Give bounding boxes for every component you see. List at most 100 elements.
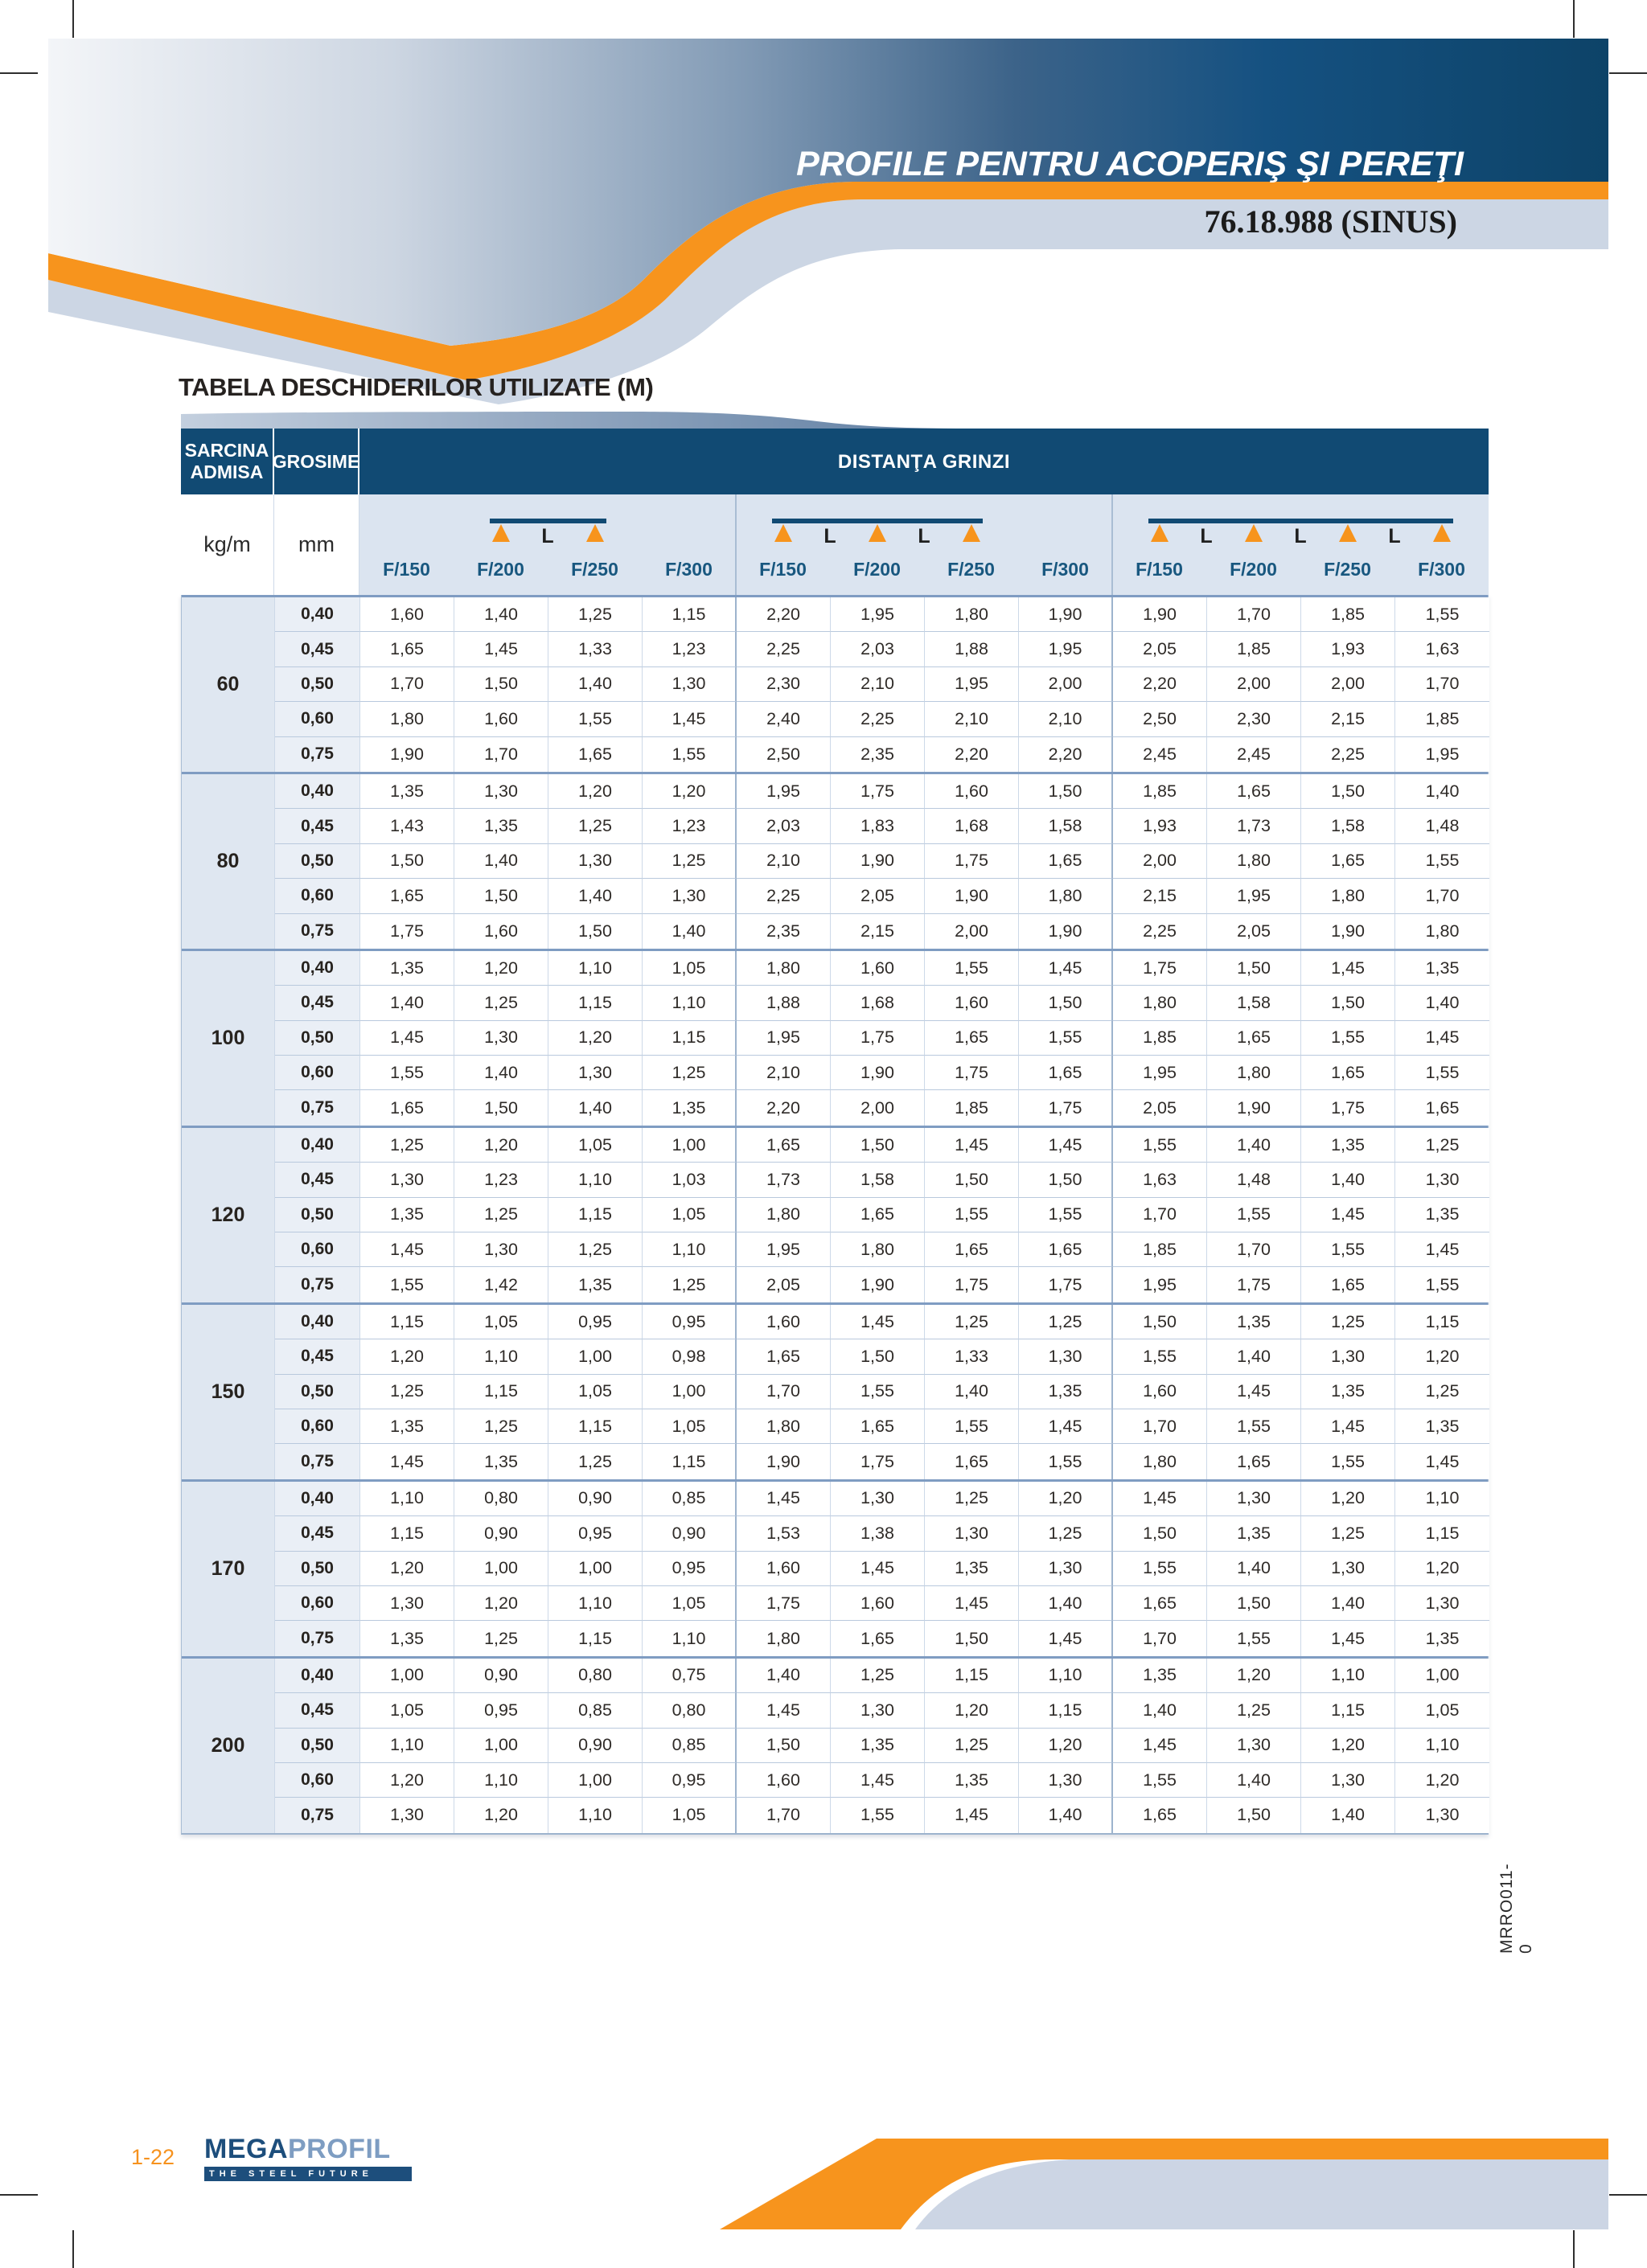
span-value-cell: 1,70 [1113, 1197, 1207, 1233]
span-value-cell: 1,48 [1395, 809, 1489, 844]
span-value-cell: 1,30 [643, 666, 737, 703]
span-value-cell: 1,40 [548, 1090, 643, 1126]
thickness-value: 0,40 [275, 597, 360, 633]
span-value-cell: 1,30 [925, 1516, 1019, 1552]
span-value-cell: 1,25 [1207, 1693, 1301, 1729]
span-value-cell: 1,20 [548, 1020, 643, 1056]
span-value-cell: 1,45 [1301, 1409, 1395, 1445]
span-value-cell: 1,55 [925, 1197, 1019, 1233]
span-value-cell: 1,40 [925, 1374, 1019, 1409]
span-value-cell: 1,05 [548, 1127, 643, 1163]
span-value-cell: 1,30 [1301, 1551, 1395, 1586]
thickness-value: 0,45 [275, 1163, 360, 1198]
span-value-cell: 1,75 [831, 773, 925, 810]
span-value-cell: 1,10 [1395, 1728, 1489, 1763]
span-value-cell: 1,60 [737, 1304, 831, 1340]
span-value-cell: 1,90 [831, 1267, 925, 1302]
table-header-row: SARCINA ADMISA GROSIME DISTANŢA GRINZI [181, 429, 1489, 494]
span-value-cell: 1,85 [1395, 702, 1489, 737]
span-value-cell: 0,85 [643, 1728, 737, 1763]
span-value-cell: 1,35 [360, 773, 454, 810]
span-value-cell: 1,75 [1113, 950, 1207, 986]
span-value-cell: 2,35 [831, 736, 925, 772]
span-value-cell: 1,65 [1301, 1056, 1395, 1091]
span-value-cell: 1,25 [925, 1304, 1019, 1340]
span-value-cell: 1,45 [1301, 950, 1395, 986]
span-value-cell: 1,95 [925, 666, 1019, 703]
span-value-cell: 1,75 [925, 843, 1019, 880]
span-value-cell: 1,10 [1019, 1658, 1113, 1694]
span-value-cell: 1,10 [1395, 1481, 1489, 1517]
table-subheader-row: kg/m mm L L L L L L F/150 F/200 F/250 F/300 F/150 F… [181, 494, 1489, 595]
span-value-cell: 1,65 [1019, 843, 1113, 880]
span-value-cell: 1,55 [360, 1056, 454, 1091]
span-value-cell: 1,80 [1207, 843, 1301, 880]
thickness-value: 0,75 [275, 1267, 360, 1302]
crop-mark [72, 0, 74, 38]
span-value-cell: 0,80 [548, 1658, 643, 1694]
span-value-cell: 1,45 [360, 1232, 454, 1268]
span-value-cell: 1,45 [831, 1551, 925, 1586]
span-value-cell: 1,80 [737, 1621, 831, 1656]
span-value-cell: 1,85 [925, 1090, 1019, 1126]
span-value-cell: 1,65 [737, 1127, 831, 1163]
load-group: 120 0,40 1,25 1,20 1,05 1,00 1,65 1,50 1,45 1,45 1… [182, 1125, 1489, 1302]
crop-mark [1609, 2194, 1647, 2196]
span-value-cell: 1,70 [1395, 666, 1489, 703]
col-header-distanta-grinzi: DISTANŢA GRINZI [837, 450, 1011, 473]
span-value-cell: 1,93 [1301, 632, 1395, 667]
span-value-cell: 1,10 [454, 1339, 548, 1375]
f-column-header: F/150 [383, 559, 430, 580]
span-value-cell: 1,40 [1207, 1339, 1301, 1375]
span-value-cell: 2,05 [737, 1267, 831, 1302]
span-value-cell: 1,50 [1207, 1798, 1301, 1833]
span-value-cell: 0,90 [454, 1516, 548, 1552]
span-value-cell: 1,30 [1207, 1481, 1301, 1517]
span-value-cell: 1,65 [737, 1339, 831, 1375]
span-value-cell: 1,20 [454, 1798, 548, 1833]
span-value-cell: 1,65 [1019, 1056, 1113, 1091]
span-value-cell: 1,30 [1301, 1762, 1395, 1798]
f-column-header: F/300 [1041, 559, 1089, 580]
thickness-value: 0,50 [275, 1728, 360, 1763]
span-value-cell: 1,58 [831, 1163, 925, 1198]
crop-mark [1573, 2230, 1575, 2268]
span-value-cell: 1,30 [1395, 1163, 1489, 1198]
span-value-cell: 1,35 [831, 1728, 925, 1763]
span-value-cell: 1,03 [643, 1163, 737, 1198]
table-cap-swoosh [181, 412, 969, 429]
span-value-cell: 1,80 [1019, 879, 1113, 914]
span-value-cell: 1,73 [737, 1163, 831, 1198]
span-value-cell: 1,45 [1395, 1232, 1489, 1268]
span-value-cell: 1,60 [737, 1762, 831, 1798]
span-value-cell: 1,20 [1019, 1481, 1113, 1517]
span-value-cell: 1,88 [925, 632, 1019, 667]
span-value-cell: 1,30 [1019, 1762, 1113, 1798]
f-column-header: F/250 [947, 559, 995, 580]
span-value-cell: 1,10 [548, 1585, 643, 1622]
span-value-cell: 1,35 [925, 1762, 1019, 1798]
span-value-cell: 2,40 [737, 702, 831, 737]
span-value-cell: 1,50 [1113, 1304, 1207, 1340]
span-value-cell: 1,35 [360, 1621, 454, 1656]
span-value-cell: 1,95 [831, 597, 925, 633]
span-value-cell: 1,55 [1395, 1267, 1489, 1302]
table-body: 60 0,40 1,60 1,40 1,25 1,15 2,20 1,95 1,80 1,90 1,… [181, 595, 1489, 1835]
span-value-cell: 0,85 [548, 1693, 643, 1729]
span-value-cell: 1,58 [1301, 809, 1395, 844]
span-value-cell: 1,30 [643, 879, 737, 914]
span-value-cell: 1,55 [831, 1798, 925, 1833]
span-value-cell: 1,90 [1301, 913, 1395, 949]
logo-wordmark: MEGAPROFIL [204, 2134, 412, 2165]
span-value-cell: 1,70 [360, 666, 454, 703]
span-value-cell: 1,20 [1301, 1728, 1395, 1763]
f-column-header: F/300 [665, 559, 713, 580]
span-value-cell: 1,45 [925, 1127, 1019, 1163]
span-value-cell: 1,40 [1019, 1585, 1113, 1622]
span-value-cell: 1,00 [548, 1339, 643, 1375]
span-value-cell: 2,00 [925, 913, 1019, 949]
span-value-cell: 1,25 [1301, 1516, 1395, 1552]
load-group: 100 0,40 1,35 1,20 1,10 1,05 1,80 1,60 1,55 1,45 1… [182, 948, 1489, 1126]
span-value-cell: 1,55 [1301, 1020, 1395, 1056]
span-value-cell: 1,75 [925, 1267, 1019, 1302]
